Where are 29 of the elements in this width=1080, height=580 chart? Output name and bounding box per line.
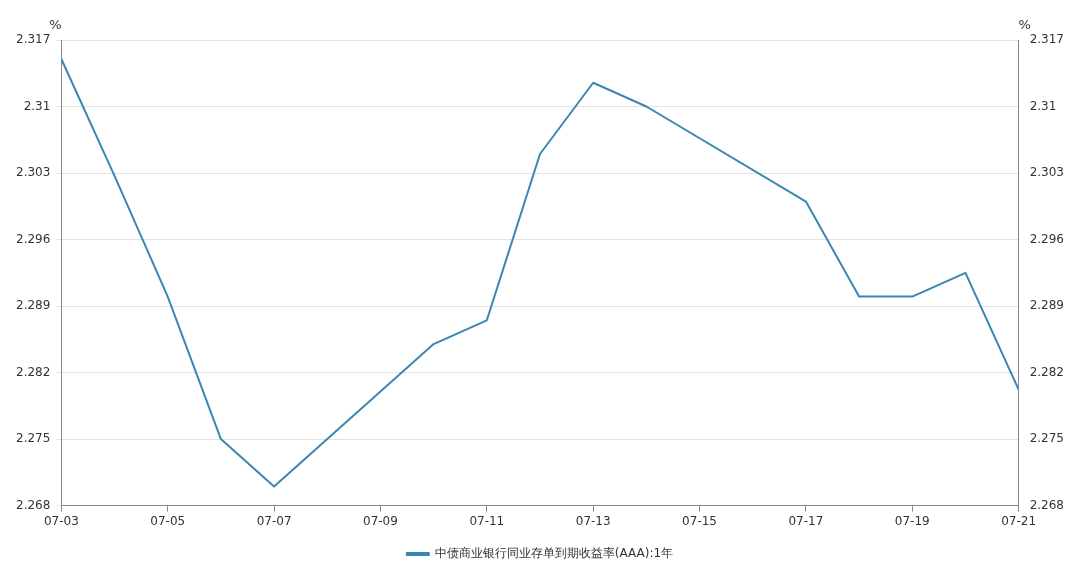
- y-tick-label: 2.289: [15, 298, 51, 313]
- y2-tick-label: 2.282: [1029, 364, 1065, 379]
- y-tick-label: 2.317: [15, 32, 51, 47]
- y2-tick-label: 2.303: [1029, 165, 1065, 180]
- y-tick-label: 2.275: [15, 431, 51, 446]
- x-tick-label: 07-11: [469, 513, 505, 528]
- y-tick-label: 2.296: [15, 231, 51, 246]
- x-tick-label: 07-05: [150, 513, 186, 528]
- x-tick-label: 07-13: [575, 513, 611, 528]
- y-axis-title: %: [49, 17, 62, 33]
- y-tick-label: 2.303: [15, 165, 51, 180]
- x-tick-label: 07-09: [363, 513, 398, 528]
- x-tick-label: 07-15: [682, 513, 717, 528]
- y-tick-label: 2.31: [23, 98, 51, 113]
- x-tick-label: 07-03: [43, 513, 79, 528]
- y2-tick-label: 2.31: [1029, 98, 1057, 113]
- y2-axis-title: %: [1018, 17, 1031, 33]
- x-tick-label: 07-19: [894, 513, 930, 528]
- y-tick-label: 2.282: [15, 364, 51, 379]
- y2-tick-label: 2.268: [1029, 497, 1065, 512]
- y2-tick-label: 2.317: [1029, 32, 1065, 47]
- x-tick-label: 07-07: [256, 513, 292, 528]
- y2-tick-label: 2.275: [1029, 431, 1065, 446]
- y2-tick-label: 2.296: [1029, 231, 1065, 246]
- x-tick-label: 07-21: [1001, 513, 1037, 528]
- legend-label: 中债商业银行同业存单到期收益率(AAA):1年: [434, 546, 674, 561]
- x-tick-label: 07-17: [788, 513, 824, 528]
- y-tick-label: 2.268: [15, 497, 51, 512]
- y2-tick-label: 2.289: [1029, 298, 1065, 313]
